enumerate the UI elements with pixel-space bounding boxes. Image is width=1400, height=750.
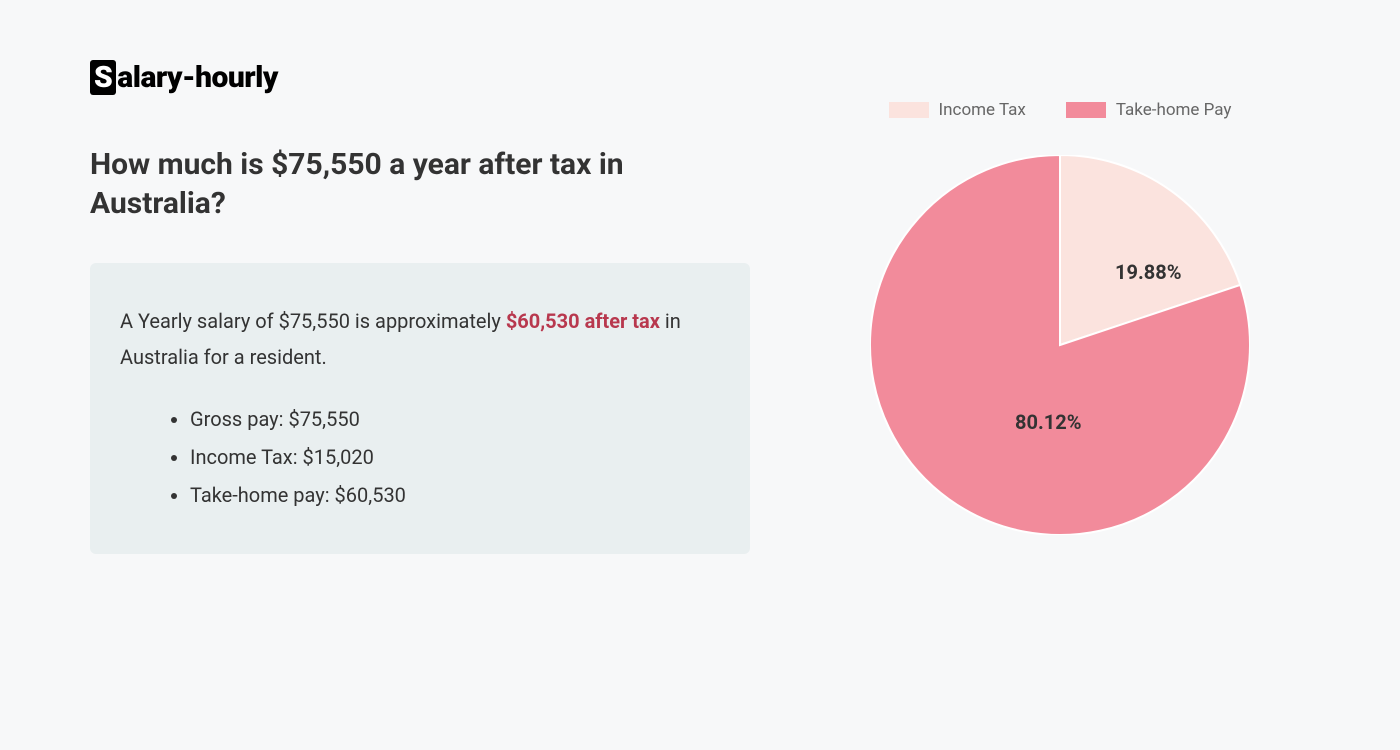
logo-rest: alary-hourly xyxy=(117,60,278,95)
right-column: Income Tax Take-home Pay 19.88% 80.12% xyxy=(810,145,1310,554)
summary-text: A Yearly salary of $75,550 is approximat… xyxy=(120,303,720,375)
list-item: Take-home pay: $60,530 xyxy=(190,476,720,514)
logo: Salary-hourly xyxy=(90,60,1310,95)
summary-box: A Yearly salary of $75,550 is approximat… xyxy=(90,263,750,554)
pie-label-take-home: 80.12% xyxy=(1015,410,1081,434)
page-title: How much is $75,550 a year after tax in … xyxy=(90,145,750,223)
left-column: How much is $75,550 a year after tax in … xyxy=(90,145,750,554)
summary-list: Gross pay: $75,550 Income Tax: $15,020 T… xyxy=(120,400,720,514)
list-item: Gross pay: $75,550 xyxy=(190,400,720,438)
summary-prefix: A Yearly salary of $75,550 is approximat… xyxy=(120,309,506,333)
legend-label-income-tax: Income Tax xyxy=(939,100,1026,120)
legend-swatch-take-home xyxy=(1066,102,1106,118)
summary-highlight: $60,530 after tax xyxy=(506,309,660,333)
pie-chart: 19.88% 80.12% xyxy=(870,155,1250,535)
page-container: Salary-hourly How much is $75,550 a year… xyxy=(0,0,1400,554)
legend-swatch-income-tax xyxy=(889,102,929,118)
legend-label-take-home: Take-home Pay xyxy=(1116,100,1232,120)
legend-item-income-tax: Income Tax xyxy=(889,100,1026,120)
list-item: Income Tax: $15,020 xyxy=(190,438,720,476)
pie-svg xyxy=(870,155,1250,535)
content-row: How much is $75,550 a year after tax in … xyxy=(90,145,1310,554)
chart-legend: Income Tax Take-home Pay xyxy=(810,100,1310,120)
logo-s-box: S xyxy=(90,60,116,95)
legend-item-take-home: Take-home Pay xyxy=(1066,100,1232,120)
pie-label-income-tax: 19.88% xyxy=(1115,260,1181,284)
